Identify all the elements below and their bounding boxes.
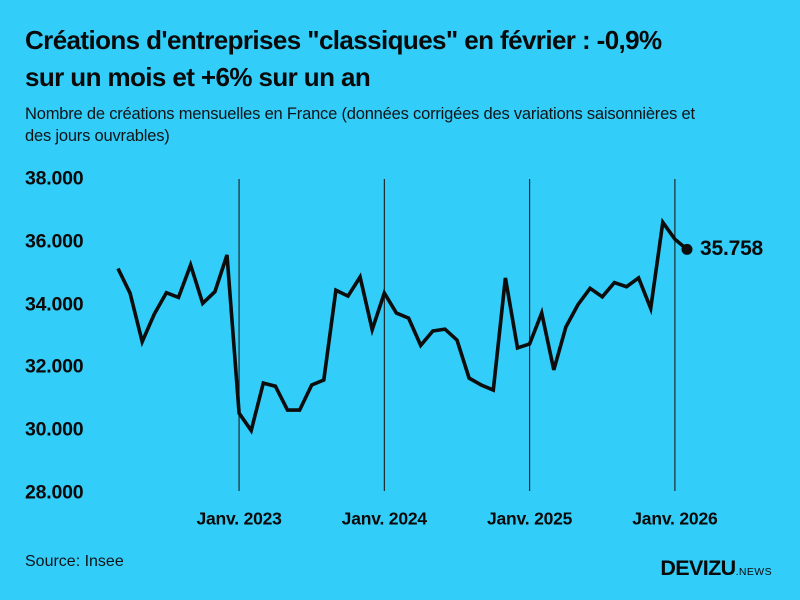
last-point-marker — [681, 243, 693, 255]
last-value-label: 35.758 — [700, 237, 764, 261]
chart-subtitle: Nombre de créations mensuelles en France… — [25, 103, 773, 147]
chart-header: Créations d'entreprises "classiques" en … — [25, 22, 773, 147]
chart-subtitle-line2: des jours ouvrables) — [25, 127, 170, 145]
y-tick-label-28000: 28.000 — [25, 481, 84, 504]
x-tick-label-janv-2024: Janv. 2024 — [341, 508, 427, 528]
gridlines — [238, 179, 676, 491]
source-label: Source: Insee — [25, 553, 124, 570]
y-tick-label-38000: 38.000 — [25, 167, 84, 190]
x-tick-label-janv-2023: Janv. 2023 — [196, 508, 282, 528]
x-tick-label-janv-2025: Janv. 2025 — [486, 508, 573, 528]
chart-title-line2: sur un mois et +6% sur un an — [25, 62, 371, 92]
y-tick-label-30000: 30.000 — [25, 418, 84, 441]
brand-logo: DEVIZU.NEWS — [660, 556, 772, 581]
y-tick-label-32000: 32.000 — [25, 355, 84, 378]
chart-title: Créations d'entreprises "classiques" en … — [25, 22, 773, 96]
brand-name: DEVIZU — [660, 556, 736, 580]
x-tick-label-janv-2026: Janv. 2026 — [632, 508, 718, 528]
brand-suffix: .NEWS — [735, 566, 772, 578]
y-tick-label-36000: 36.000 — [25, 230, 84, 253]
y-tick-label-34000: 34.000 — [25, 293, 84, 316]
chart-title-line1: Créations d'entreprises "classiques" en … — [25, 25, 662, 55]
chart-subtitle-line1: Nombre de créations mensuelles en France… — [25, 105, 695, 123]
data-line — [116, 217, 689, 435]
